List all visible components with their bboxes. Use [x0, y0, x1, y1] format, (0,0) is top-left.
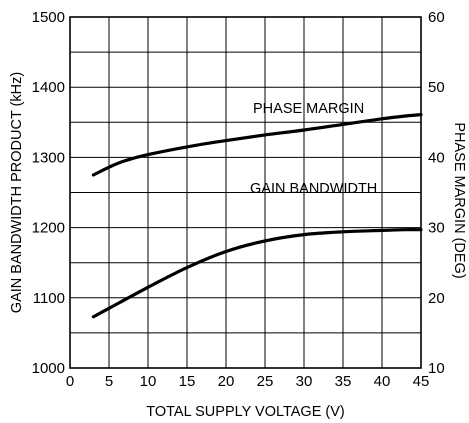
x-tick-label: 25: [257, 373, 274, 390]
y2-tick-label: 50: [428, 79, 445, 96]
x-tick-label: 30: [296, 373, 313, 390]
y2-tick-label: 40: [428, 149, 445, 166]
y-tick-label: 1400: [32, 79, 65, 96]
annotation-gain-bandwidth: GAIN BANDWIDTH: [250, 181, 377, 197]
y-tick-label: 1500: [32, 9, 65, 26]
y-tick-label: 1300: [32, 149, 65, 166]
y-axis-title: GAIN BANDWIDTH PRODUCT (kHz): [9, 72, 25, 313]
y2-tick-label: 10: [428, 360, 445, 377]
x-tick-label: 0: [66, 373, 74, 390]
y-tick-label: 1200: [32, 220, 65, 237]
grid: [70, 17, 421, 368]
y2-axis-title: PHASE MARGIN (DEG): [451, 122, 467, 278]
plot-frame: [69, 16, 422, 369]
curves: [91, 113, 423, 319]
y-tick-label: 1000: [32, 360, 65, 377]
series-phase-margin-line: [91, 113, 423, 177]
x-tick-label: 10: [140, 373, 157, 390]
tick-labels: 0 5 10 15 20 25 30 35 40 45 1000 1100 1200 1300 1400 15…: [32, 9, 445, 390]
annotation-phase-margin: PHASE MARGIN: [253, 101, 364, 117]
x-tick-label: 15: [179, 373, 196, 390]
y2-tick-label: 20: [428, 290, 445, 307]
y2-tick-label: 60: [428, 9, 445, 26]
x-tick-label: 35: [335, 373, 352, 390]
y2-tick-label: 30: [428, 220, 445, 237]
x-axis-title: TOTAL SUPPLY VOLTAGE (V): [146, 404, 345, 420]
x-tick-label: 40: [374, 373, 391, 390]
x-tick-label: 45: [413, 373, 430, 390]
x-tick-label: 5: [105, 373, 113, 390]
series-gain-bandwidth-line: [91, 228, 423, 319]
x-tick-label: 20: [218, 373, 235, 390]
y-tick-label: 1100: [33, 290, 65, 307]
